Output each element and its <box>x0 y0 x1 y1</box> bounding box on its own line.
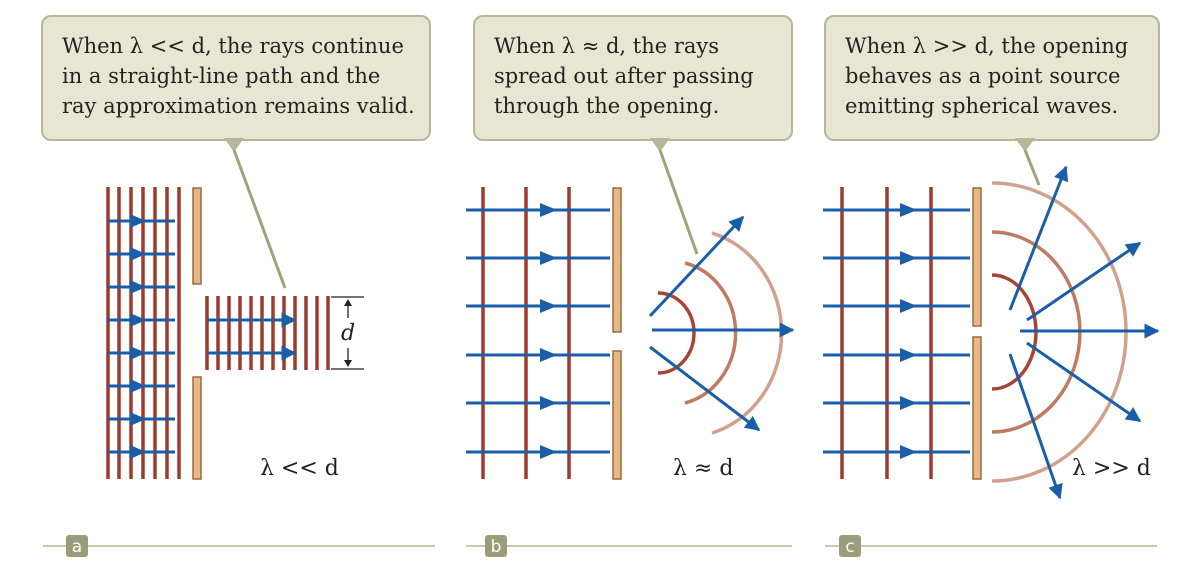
transmitted-wavefronts-a <box>205 296 330 370</box>
ray <box>1026 341 1142 423</box>
ray-arrowhead <box>540 251 557 265</box>
ray <box>1026 241 1142 322</box>
ray <box>649 345 761 432</box>
callout-line: emitting spherical waves. <box>845 94 1118 118</box>
barrier-bottom <box>972 336 982 480</box>
ray-arrowhead <box>130 412 146 426</box>
ray-arrowhead <box>540 348 557 362</box>
ray-arrowhead <box>130 313 146 327</box>
spherical-rays-c <box>1008 165 1160 500</box>
panel-badge-label: c <box>845 537 854 557</box>
incident-wavefronts-b <box>481 187 571 479</box>
ray-arrowheads-a <box>130 214 146 459</box>
barrier-top <box>972 187 982 327</box>
incident-wavefronts-c <box>840 187 933 479</box>
callout-c: When λ >> d, the opening behaves as a po… <box>824 15 1160 186</box>
ray-arrowhead <box>900 299 917 313</box>
barrier-bottom <box>192 376 202 480</box>
callout-line: ray approximation remains valid. <box>62 94 415 118</box>
callout-line: When λ >> d, the opening <box>845 34 1128 58</box>
callout-line: spread out after passing <box>494 64 754 88</box>
ray-arrowhead <box>130 379 146 393</box>
ray <box>1008 353 1063 500</box>
ray-arrowhead <box>130 445 146 459</box>
incident-rays-c <box>823 208 970 454</box>
incident-wavefronts-a <box>106 187 181 479</box>
barrier-a <box>192 187 202 480</box>
ray <box>648 215 745 318</box>
panel-b: When λ ≈ d, the rays spread out after pa… <box>466 15 795 557</box>
panel-badge-b <box>485 535 507 557</box>
callout-pointer-c <box>1023 149 1041 186</box>
barrier-c <box>972 187 982 480</box>
callout-a: When λ << d, the rays continue in a stra… <box>41 15 431 289</box>
callout-line: When λ << d, the rays continue <box>62 34 404 58</box>
ray-arrowhead <box>900 203 917 217</box>
diffracted-rays-b <box>648 215 795 432</box>
panel-badge-a <box>66 535 88 557</box>
callout-line: through the opening. <box>494 94 719 118</box>
callout-tail-b <box>650 138 670 152</box>
callout-b: When λ ≈ d, the rays spread out after pa… <box>473 15 793 255</box>
ray-arrowhead <box>130 346 146 360</box>
panel-badge-label: b <box>491 537 502 557</box>
ray-arrowhead <box>130 247 146 261</box>
ray-arrowhead <box>900 445 917 459</box>
ray-arrowhead <box>540 396 557 410</box>
callout-tail-c <box>1015 138 1035 152</box>
callout-pointer-a <box>232 149 287 289</box>
wavefront-arc-inner <box>657 291 696 375</box>
condition-label-a: λ << d <box>260 456 339 481</box>
diffracted-wavefronts-b <box>657 231 784 435</box>
dimension-label-d: d <box>341 321 355 346</box>
transmitted-rays-a <box>207 312 297 361</box>
ray-arrowhead <box>130 214 146 228</box>
barrier-bottom <box>612 350 622 480</box>
dimension-arrow-bottom <box>344 360 352 367</box>
barrier-top <box>192 187 202 285</box>
ray-arrowheads-c <box>900 203 917 459</box>
ray-arrowhead <box>540 445 557 459</box>
barrier-b <box>612 187 622 480</box>
dimension-arrow-top <box>344 299 352 306</box>
ray-arrowheads-b <box>540 203 557 459</box>
callout-pointer-b <box>658 149 699 255</box>
incident-rays-b <box>466 208 610 454</box>
ray-arrowhead <box>900 251 917 265</box>
callout-box-b <box>473 15 793 141</box>
panel-a: When λ << d, the rays continue in a stra… <box>41 15 435 557</box>
dimension-d <box>331 296 364 370</box>
panel-badge-label: a <box>72 537 82 557</box>
ray-arrowhead <box>900 396 917 410</box>
ray-arrowhead <box>540 203 557 217</box>
callout-tail-a <box>224 138 244 152</box>
condition-label-c: λ >> d <box>1072 456 1151 481</box>
panel-c: When λ >> d, the opening behaves as a po… <box>823 15 1160 557</box>
panel-badge-c <box>839 535 861 557</box>
callout-line: When λ ≈ d, the rays <box>494 34 719 58</box>
condition-label-b: λ ≈ d <box>673 456 733 481</box>
callout-line: behaves as a point source <box>845 64 1120 88</box>
ray-arrowhead <box>540 299 557 313</box>
callout-line: in a straight-line path and the <box>62 64 380 88</box>
ray-arrowhead <box>900 348 917 362</box>
barrier-top <box>612 187 622 333</box>
callout-box-c <box>824 15 1160 141</box>
ray <box>1008 165 1069 311</box>
ray-arrowhead <box>130 280 146 294</box>
